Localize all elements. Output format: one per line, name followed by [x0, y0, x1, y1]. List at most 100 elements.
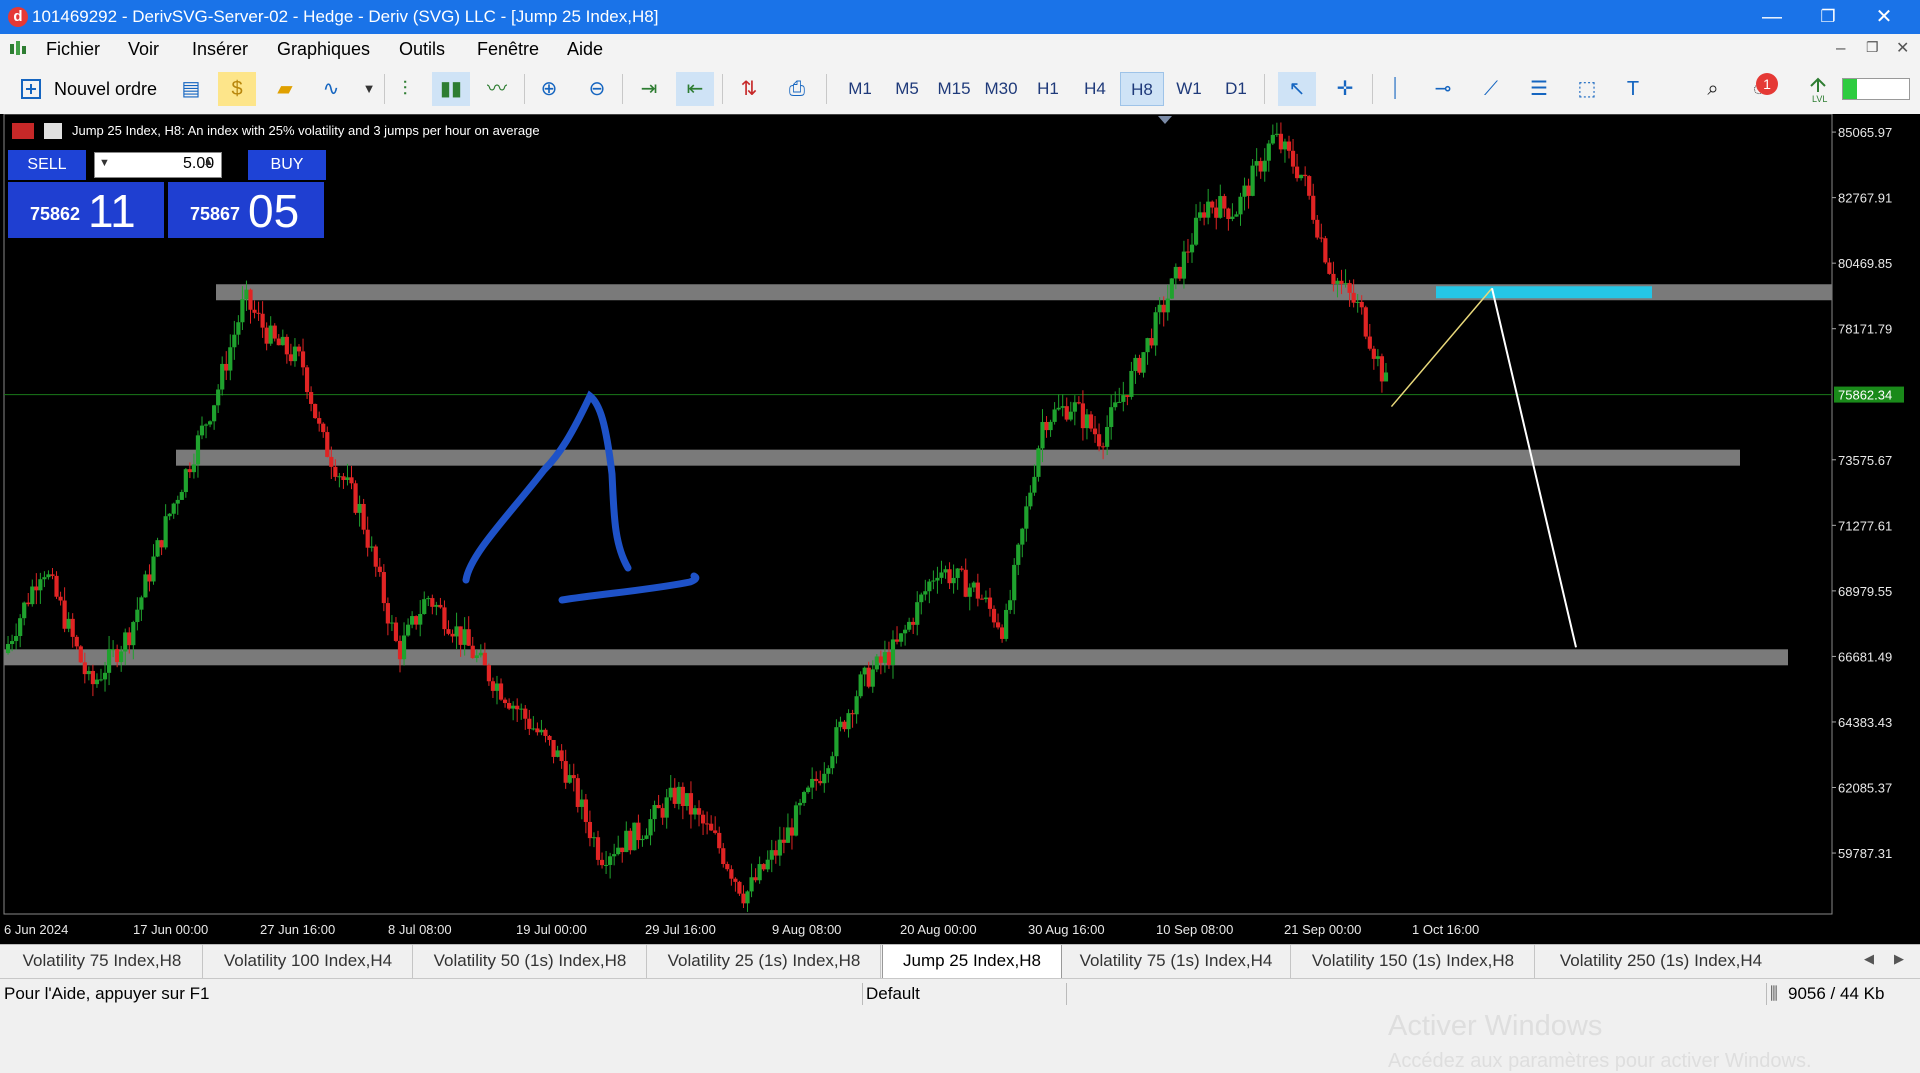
- timeframe-m30[interactable]: M30: [984, 79, 1018, 98]
- chart-area[interactable]: 85065.97 82767.91 80469.85 78171.79 73575.67…: [0, 114, 1920, 1072]
- autoscroll-icon[interactable]: ⇥: [640, 78, 658, 100]
- market-watch-icon[interactable]: ▤: [181, 78, 201, 100]
- search-icon[interactable]: ⌕: [1707, 78, 1719, 100]
- menu-fichier[interactable]: Fichier: [46, 39, 101, 59]
- candle-body: [705, 823, 710, 825]
- candle-body: [1323, 238, 1328, 263]
- open-folder-icon[interactable]: ▰: [277, 78, 293, 100]
- restore-button[interactable]: ❐: [1820, 7, 1836, 26]
- tab-volatility-75-h8[interactable]: Volatility 75 Index,H8: [2, 945, 203, 978]
- tab-volatility-75-1s-h4[interactable]: Volatility 75 (1s) Index,H4: [1062, 945, 1291, 978]
- candle-body: [111, 649, 116, 651]
- trendline-icon[interactable]: ⟋: [1484, 78, 1498, 100]
- candle-body: [995, 622, 1001, 628]
- one-click-trading-icon[interactable]: ⇅: [740, 78, 758, 100]
- line-chart-icon[interactable]: 〰: [487, 78, 507, 100]
- screenshot-icon[interactable]: ⎙: [789, 78, 805, 100]
- zoom-out-icon[interactable]: ⊖: [588, 78, 606, 100]
- candle-body: [353, 483, 358, 513]
- candle-body: [486, 665, 492, 682]
- candle-body: [1141, 352, 1146, 373]
- chart-shift-icon[interactable]: ⇤: [676, 72, 714, 106]
- lot-size-input[interactable]: ▼ 5.00 ▲: [94, 152, 222, 178]
- candle-body: [135, 609, 140, 623]
- channel-icon[interactable]: ☰: [1530, 78, 1548, 100]
- candle-body: [313, 403, 318, 419]
- candle-body: [1230, 216, 1235, 219]
- algo-trading-icon[interactable]: $: [218, 72, 256, 106]
- tab-volatility-50-1s-h8[interactable]: Volatility 50 (1s) Index,H8: [414, 945, 647, 978]
- candle-body: [967, 587, 972, 597]
- y-tick-label: 73575.67: [1838, 453, 1892, 468]
- indicators-dropdown-icon[interactable]: ▼: [362, 81, 376, 96]
- buy-button[interactable]: BUY: [248, 150, 326, 180]
- candle-body: [1016, 544, 1021, 565]
- candle-body: [1367, 336, 1372, 349]
- menu-voir[interactable]: Voir: [128, 39, 160, 59]
- timeframe-m5[interactable]: M5: [895, 79, 919, 98]
- timeframe-h8[interactable]: H8: [1120, 72, 1164, 106]
- tab-scroll-right-icon[interactable]: ▶: [1894, 951, 1904, 966]
- candle-body: [414, 616, 419, 625]
- buy-price-prefix: 75867: [190, 204, 241, 224]
- buy-price-box[interactable]: 75867 05: [168, 182, 324, 238]
- candle-body: [672, 787, 677, 804]
- new-order-button[interactable]: Nouvel ordre: [16, 72, 164, 106]
- close-button[interactable]: ✕: [1875, 6, 1893, 28]
- candle-body: [1343, 283, 1348, 285]
- tab-volatility-25-1s-h8[interactable]: Volatility 25 (1s) Index,H8: [648, 945, 881, 978]
- candle-body: [551, 739, 556, 757]
- timeframe-d1[interactable]: D1: [1225, 79, 1247, 98]
- menu-outils[interactable]: Outils: [399, 39, 446, 59]
- chart-menu-icon[interactable]: [12, 123, 34, 139]
- cursor-icon[interactable]: ↖: [1278, 72, 1316, 106]
- candle-body: [179, 492, 184, 500]
- tab-jump-25-h8[interactable]: Jump 25 Index,H8: [882, 945, 1062, 978]
- tab-volatility-100-h4[interactable]: Volatility 100 Index,H4: [204, 945, 413, 978]
- candle-body: [741, 893, 746, 904]
- lot-decrease-icon[interactable]: ▼: [99, 157, 110, 169]
- tab-volatility-250-1s-h4[interactable]: Volatility 250 (1s) Index,H4: [1536, 945, 1786, 978]
- tab-scroll-left-icon[interactable]: ◀: [1864, 951, 1874, 966]
- shapes-icon[interactable]: ⬚: [1577, 78, 1597, 100]
- timeframe-m1[interactable]: M1: [848, 79, 872, 98]
- candle-body: [276, 338, 281, 346]
- menu-fenetre[interactable]: Fenêtre: [477, 39, 540, 59]
- price-chart[interactable]: 85065.97 82767.91 80469.85 78171.79 73575.67…: [0, 114, 1920, 944]
- candle-body: [519, 708, 524, 710]
- tab-volatility-150-1s-h8[interactable]: Volatility 150 (1s) Index,H8: [1292, 945, 1535, 978]
- indicators-icon[interactable]: ∿: [322, 78, 340, 100]
- candle-body: [652, 805, 657, 820]
- candle-body: [1327, 262, 1332, 274]
- candle-body: [175, 499, 180, 504]
- menu-inserer[interactable]: Insérer: [192, 39, 249, 59]
- candle-body: [187, 469, 192, 473]
- candle-body: [203, 424, 209, 426]
- lot-increase-icon[interactable]: ▲: [203, 156, 214, 168]
- signal-level-icon[interactable]: [1806, 74, 1836, 104]
- vertical-line-icon[interactable]: ⏐: [1389, 78, 1401, 100]
- horizontal-line-icon[interactable]: ⊸: [1434, 78, 1452, 100]
- mdi-close-icon[interactable]: ✕: [1896, 40, 1910, 57]
- timeframe-h1[interactable]: H1: [1037, 79, 1059, 98]
- candle-body: [1173, 266, 1178, 279]
- sell-price-box[interactable]: 75862 11: [8, 182, 164, 238]
- text-icon[interactable]: T: [1626, 78, 1640, 100]
- candlestick-chart-icon[interactable]: ▮▮: [432, 72, 470, 106]
- candle-body: [38, 579, 43, 591]
- menu-graphiques[interactable]: Graphiques: [277, 39, 371, 59]
- crosshair-icon[interactable]: ✛: [1336, 78, 1354, 100]
- timeframe-h4[interactable]: H4: [1084, 79, 1106, 98]
- mdi-restore-icon[interactable]: ❐: [1866, 39, 1879, 55]
- zoom-in-icon[interactable]: ⊕: [540, 78, 558, 100]
- mdi-minimize-icon[interactable]: –: [1836, 38, 1846, 57]
- minimize-button[interactable]: —: [1762, 6, 1782, 28]
- bar-chart-icon[interactable]: ⫶: [402, 78, 408, 100]
- menu-aide[interactable]: Aide: [567, 39, 604, 59]
- timeframe-m15[interactable]: M15: [937, 79, 971, 98]
- candle-body: [547, 735, 552, 740]
- candle-body: [628, 830, 633, 851]
- sell-button[interactable]: SELL: [8, 150, 86, 180]
- timeframe-w1[interactable]: W1: [1176, 79, 1202, 98]
- candle-body: [385, 603, 390, 624]
